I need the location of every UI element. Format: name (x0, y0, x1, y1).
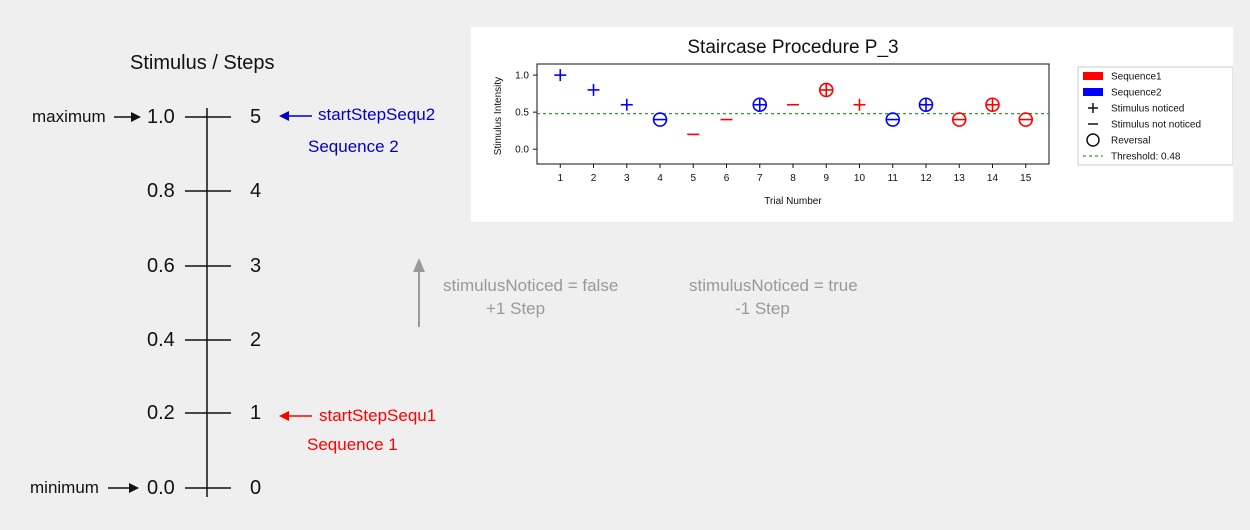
step-up-arrow-icon (413, 258, 425, 327)
data-point (951, 112, 967, 127)
scale-value-label: 1.0 (147, 106, 175, 128)
x-axis-label: Trial Number (764, 196, 822, 207)
scale-value-label: 0.6 (147, 255, 175, 277)
maximum-arrow-icon (114, 112, 141, 122)
chart-title: Staircase Procedure P_3 (687, 37, 898, 58)
sequence2-label: Sequence 2 (308, 137, 399, 156)
legend-entry-label: Stimulus noticed (1111, 104, 1184, 115)
chart-card: Staircase Procedure P_3 Trial Number Sti… (471, 27, 1234, 222)
rule-down-step: -1 Step (735, 299, 790, 318)
x-tick-label: 10 (854, 173, 866, 184)
x-tick-label: 4 (657, 173, 663, 184)
legend-entry-label: Threshold: 0.48 (1111, 152, 1181, 163)
x-tick-label: 5 (690, 173, 696, 184)
x-tick-label: 9 (823, 173, 829, 184)
y-tick-label: 0.0 (515, 145, 529, 156)
legend-entry-label: Stimulus not noticed (1111, 120, 1201, 131)
x-tick-label: 13 (954, 173, 966, 184)
x-tick-label: 11 (888, 173, 899, 184)
x-tick-label: 8 (790, 173, 796, 184)
scale-value-label: 0.8 (147, 180, 175, 202)
x-tick-label: 1 (557, 173, 563, 184)
scale-graphic (108, 108, 425, 497)
x-tick-label: 7 (757, 173, 763, 184)
reversal-marker (985, 97, 1000, 113)
start-seq1-arrow-icon (279, 411, 312, 421)
step-label: 1 (250, 402, 262, 424)
data-point (652, 112, 668, 127)
data-point (554, 69, 567, 82)
reversal-marker (951, 112, 967, 127)
data-point (587, 83, 600, 96)
legend-swatch-seq2 (1083, 88, 1103, 96)
legend-entry-label: Sequence1 (1111, 72, 1162, 83)
staircase-chart: Staircase Procedure P_3 Trial Number Sti… (493, 37, 1234, 207)
reversal-marker (818, 82, 834, 98)
legend-circle-icon (1086, 133, 1100, 147)
maximum-label: maximum (32, 107, 106, 126)
step-label: 4 (250, 180, 262, 202)
x-tick-label: 12 (920, 173, 932, 184)
data-point (1018, 112, 1034, 127)
reversal-marker (885, 112, 901, 127)
data-point (918, 97, 934, 113)
legend-frame (1077, 66, 1234, 166)
y-tick-label: 0.5 (515, 108, 529, 119)
reversal-marker (1018, 112, 1034, 127)
rule-up-step: +1 Step (486, 299, 546, 318)
scale-value-label: 0.0 (147, 477, 175, 499)
start-seq2-arrow-icon (279, 111, 312, 121)
data-point (885, 112, 901, 127)
start-seq1-label: startStepSequ1 (319, 406, 437, 425)
data-point (620, 98, 633, 111)
scale-title: Stimulus / Steps (130, 52, 275, 74)
step-label: 0 (250, 477, 262, 499)
legend-swatch-seq1 (1083, 72, 1103, 80)
data-point (853, 98, 866, 111)
y-axis-label: Stimulus Intensity (493, 77, 504, 155)
data-point (985, 97, 1000, 113)
scale-value-label: 0.4 (147, 329, 175, 351)
x-tick-label: 14 (987, 173, 999, 184)
minimum-arrow-icon (108, 483, 139, 493)
x-tick-label: 2 (591, 173, 597, 184)
step-label: 3 (250, 255, 262, 277)
step-label: 2 (250, 329, 262, 351)
scale-value-label: 0.2 (147, 402, 175, 424)
legend-entry-label: Reversal (1111, 136, 1150, 147)
x-tick-label: 15 (1020, 173, 1032, 184)
data-point (752, 97, 768, 113)
plot-frame (536, 63, 1050, 165)
minimum-label: minimum (30, 478, 99, 497)
y-tick-label: 1.0 (515, 71, 529, 82)
legend-entry-label: Sequence2 (1111, 88, 1162, 99)
rule-up-condition: stimulusNoticed = false (443, 276, 619, 295)
rule-down-condition: stimulusNoticed = true (689, 276, 858, 295)
reversal-marker (918, 97, 934, 113)
x-tick-label: 6 (724, 173, 730, 184)
step-label: 5 (250, 106, 262, 128)
reversal-marker (752, 97, 768, 113)
reversal-marker (652, 112, 668, 127)
data-point (818, 82, 834, 98)
x-tick-label: 3 (624, 173, 630, 184)
chart-legend: Sequence1 Sequence2 Stimulus noticed Stimul… (1077, 66, 1234, 166)
start-seq2-label: startStepSequ2 (318, 105, 436, 124)
sequence1-label: Sequence 1 (307, 435, 398, 454)
